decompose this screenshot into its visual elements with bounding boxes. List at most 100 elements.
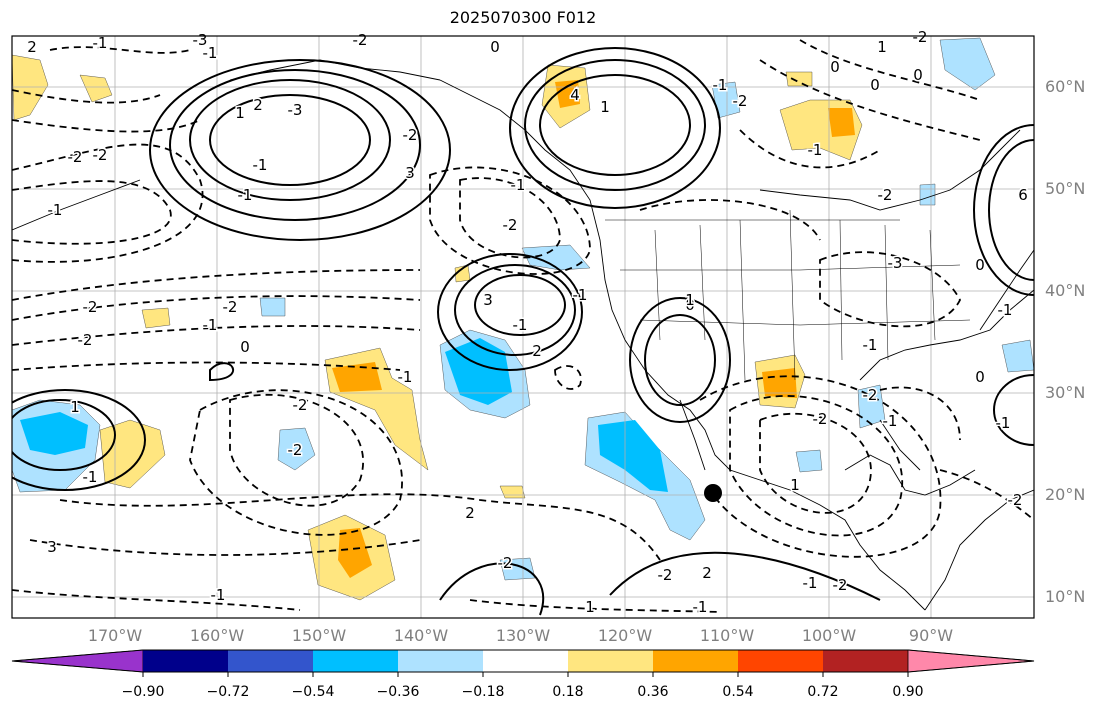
contour-label: -1 xyxy=(511,176,526,194)
contour-label: 0 xyxy=(975,368,985,386)
contour-label: 0 xyxy=(870,76,880,94)
map-area xyxy=(12,36,1034,618)
contour-label: 0 xyxy=(240,338,250,356)
lon-label-160w: 160°W xyxy=(189,626,245,645)
contour-label: -1 xyxy=(573,286,588,304)
lon-label-140w: 140°W xyxy=(393,626,449,645)
contour-label: -1 xyxy=(863,336,878,354)
contour-label: 4 xyxy=(570,86,580,104)
contour-label: -3 xyxy=(288,101,303,119)
lat-label-10n: 10°N xyxy=(1045,587,1086,606)
contour-label: 1 xyxy=(600,98,610,116)
contour-label: 0 xyxy=(830,58,840,76)
colorbar-tick: −0.36 xyxy=(376,684,420,700)
contour-label: -1 xyxy=(48,201,63,219)
dashed-contours xyxy=(12,39,1034,613)
colorbar-tick: −0.54 xyxy=(291,684,335,700)
contour-label: 0 xyxy=(490,38,500,56)
contour-label: 3 xyxy=(47,538,57,556)
contour-label: -1 xyxy=(693,598,708,616)
contour-label: 3 xyxy=(405,164,415,182)
state-borders xyxy=(605,209,971,381)
contour-label: -2 xyxy=(863,386,878,404)
contour-label: -1 xyxy=(253,156,268,174)
contour-label: 2 xyxy=(253,96,263,114)
lat-label-30n: 30°N xyxy=(1045,383,1086,402)
contour-label: -2 xyxy=(733,92,748,110)
contour-label: 1 xyxy=(70,398,80,416)
contour-label: -2 xyxy=(78,331,93,349)
contour-label: -1 xyxy=(513,316,528,334)
contour-label: 2 xyxy=(27,38,37,56)
colorbar-tick: 0.18 xyxy=(552,684,584,700)
contour-label: 2 xyxy=(465,504,475,522)
colorbar-segment xyxy=(143,650,228,672)
contour-label: 1 xyxy=(235,104,245,122)
contour-label: 1 xyxy=(585,598,595,616)
lon-label-150w: 150°W xyxy=(291,626,347,645)
lat-label-40n: 40°N xyxy=(1045,281,1086,300)
contour-label: 1 xyxy=(685,291,695,309)
contour-label: 1 xyxy=(877,38,887,56)
colorbar-segment xyxy=(738,650,823,672)
grid-lines xyxy=(12,36,1034,618)
contour-label: -2 xyxy=(68,148,83,166)
colorbar-segment xyxy=(483,650,568,672)
contour-labels: 2 -3 -2-1-1-20-2-12 -3-1-1-213-1-23410-12-1… xyxy=(26,27,1030,618)
contour-label: 3 xyxy=(483,291,493,309)
map-title: 2025070300 F012 xyxy=(449,8,597,27)
contour-label: -1 xyxy=(203,316,218,334)
contour-label: -1 xyxy=(883,412,898,430)
contour-label: -1 xyxy=(203,44,218,62)
contour-label: -2 xyxy=(503,216,518,234)
lon-label-100w: 100°W xyxy=(801,626,857,645)
contour-label: 2 xyxy=(702,564,712,582)
contour-label: -1 xyxy=(803,574,818,592)
map-frame xyxy=(11,35,1035,619)
solid-contours xyxy=(12,47,1034,616)
colorbar-segment xyxy=(228,650,313,672)
contour-label: -1 xyxy=(211,586,226,604)
contour-label: -1 xyxy=(238,186,253,204)
contour-label: -2 xyxy=(658,566,673,584)
lat-label-20n: 20°N xyxy=(1045,485,1086,504)
contour-label: -2 xyxy=(83,298,98,316)
lon-label-170w: 170°W xyxy=(87,626,143,645)
colorbar-tick: 0.90 xyxy=(892,684,924,700)
contour-label: -2 xyxy=(498,554,513,572)
colorbar-extend-low xyxy=(11,649,144,673)
lat-label-60n: 60°N xyxy=(1045,77,1086,96)
contour-label: -2 xyxy=(223,298,238,316)
lon-label-110w: 110°W xyxy=(699,626,755,645)
contour-label: -2 xyxy=(353,31,368,49)
colorbar-tick: 0.36 xyxy=(637,684,669,700)
contour-label: -2 xyxy=(813,410,828,428)
contour-label: -2 xyxy=(878,186,893,204)
contour-label: 1 xyxy=(790,476,800,494)
colorbar-segment xyxy=(568,650,653,672)
colorbar-tick: −0.72 xyxy=(206,684,250,700)
lat-label-50n: 50°N xyxy=(1045,179,1086,198)
lon-label-120w: 120°W xyxy=(597,626,653,645)
contour-label: -3 xyxy=(888,254,903,272)
colorbar-tick: −0.90 xyxy=(121,684,165,700)
contour-label: 6 xyxy=(1018,186,1028,204)
contour-label: -1 xyxy=(713,76,728,94)
contour-label: -1 xyxy=(93,34,108,52)
lon-label-90w: 90°W xyxy=(908,626,954,645)
colorbar-segment xyxy=(398,650,483,672)
contour-label: 0 xyxy=(975,256,985,274)
colorbar-segment xyxy=(823,650,908,672)
storm-center-dot xyxy=(704,484,722,502)
colorbar-segment xyxy=(653,650,738,672)
contour-label: -2 xyxy=(1008,491,1023,509)
contour-label: -2 xyxy=(93,146,108,164)
contour-label: -2 xyxy=(288,441,303,459)
contour-label: -1 xyxy=(398,368,413,386)
contour-label: -1 xyxy=(996,414,1011,432)
contour-label: 0 xyxy=(685,296,695,314)
colorbar-tick: −0.18 xyxy=(461,684,505,700)
contour-label: -2 xyxy=(293,396,308,414)
contour-label: -1 xyxy=(83,468,98,486)
